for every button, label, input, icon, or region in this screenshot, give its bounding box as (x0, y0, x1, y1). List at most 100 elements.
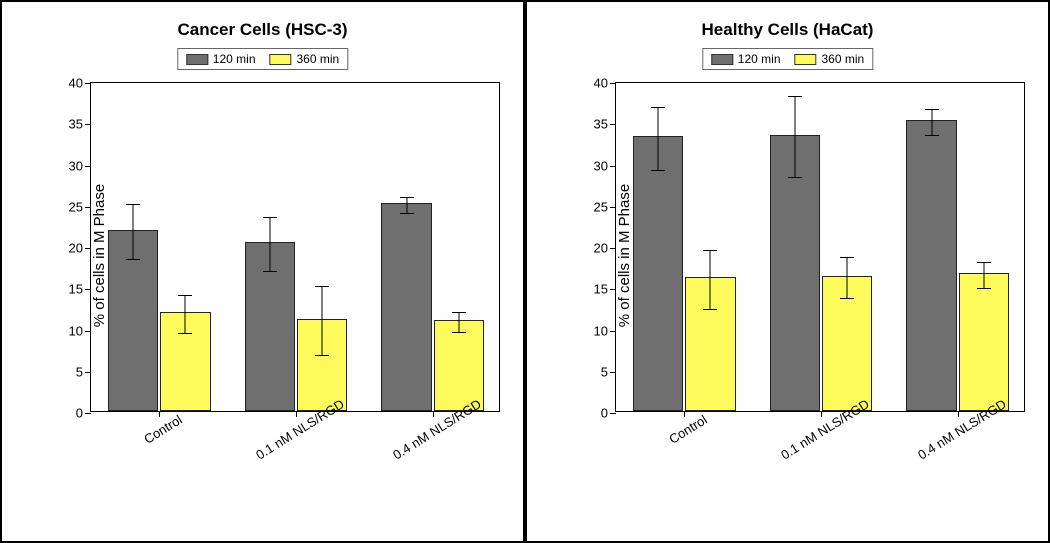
error-cap (315, 286, 329, 287)
plot-area-right: 0510152025303540Control0.1 nM NLS/RGD0.4… (615, 82, 1025, 412)
error-cap (651, 170, 665, 171)
y-tick (85, 166, 91, 167)
error-cap (977, 288, 991, 289)
error-cap (788, 177, 802, 178)
x-tick (821, 411, 822, 417)
y-tick-label: 0 (76, 406, 83, 421)
y-tick (85, 248, 91, 249)
error-cap (977, 262, 991, 263)
error-bar (269, 217, 270, 271)
error-bar (931, 109, 932, 135)
legend-swatch-120 (711, 54, 733, 65)
error-bar (185, 295, 186, 333)
error-cap (315, 355, 329, 356)
error-cap (263, 217, 277, 218)
chart-title-right: Healthy Cells (HaCat) (527, 20, 1048, 40)
y-tick (610, 413, 616, 414)
error-bar (406, 197, 407, 214)
error-cap (452, 332, 466, 333)
y-tick-label: 0 (601, 406, 608, 421)
bar-s120 (906, 120, 956, 411)
error-cap (400, 213, 414, 214)
error-bar (983, 262, 984, 288)
error-cap (840, 257, 854, 258)
error-cap (788, 96, 802, 97)
y-tick (610, 207, 616, 208)
y-tick (610, 289, 616, 290)
error-cap (651, 107, 665, 108)
y-tick-label: 15 (69, 282, 83, 297)
error-bar (794, 96, 795, 177)
y-tick-label: 40 (594, 76, 608, 91)
y-tick (85, 289, 91, 290)
y-tick-label: 10 (69, 323, 83, 338)
legend-left: 120 min 360 min (177, 48, 348, 70)
error-bar (458, 312, 459, 332)
y-tick-label: 30 (69, 158, 83, 173)
legend-swatch-360 (795, 54, 817, 65)
y-tick (85, 372, 91, 373)
y-tick (85, 124, 91, 125)
bar-s360 (959, 273, 1009, 411)
y-tick-label: 10 (594, 323, 608, 338)
y-tick-label: 5 (76, 364, 83, 379)
x-tick (958, 411, 959, 417)
x-tick (296, 411, 297, 417)
error-bar (133, 204, 134, 258)
legend-label-120: 120 min (213, 52, 256, 66)
bar-s120 (633, 136, 683, 411)
x-tick (684, 411, 685, 417)
panel-cancer: Cancer Cells (HSC-3) 120 min 360 min % o… (0, 0, 525, 543)
y-tick-label: 30 (594, 158, 608, 173)
y-tick-label: 35 (69, 117, 83, 132)
legend-label-360: 360 min (822, 52, 865, 66)
legend-item-120: 120 min (711, 52, 781, 66)
error-bar (658, 107, 659, 170)
error-cap (925, 109, 939, 110)
error-bar (322, 286, 323, 355)
legend-swatch-360 (270, 54, 292, 65)
x-tick (433, 411, 434, 417)
y-tick (610, 124, 616, 125)
x-tick-label: Control (667, 412, 711, 447)
error-cap (452, 312, 466, 313)
error-cap (840, 298, 854, 299)
legend-item-120: 120 min (186, 52, 256, 66)
error-cap (703, 250, 717, 251)
y-tick (610, 372, 616, 373)
y-tick (610, 83, 616, 84)
legend-item-360: 360 min (795, 52, 865, 66)
x-tick (159, 411, 160, 417)
y-tick (85, 83, 91, 84)
y-tick-label: 20 (594, 241, 608, 256)
legend-label-120: 120 min (738, 52, 781, 66)
x-tick-label: Control (142, 412, 186, 447)
legend-swatch-120 (186, 54, 208, 65)
error-bar (847, 257, 848, 298)
y-tick (610, 331, 616, 332)
panel-healthy: Healthy Cells (HaCat) 120 min 360 min % … (525, 0, 1050, 543)
error-cap (703, 309, 717, 310)
y-tick-label: 25 (69, 199, 83, 214)
y-tick-label: 25 (594, 199, 608, 214)
error-cap (178, 295, 192, 296)
y-tick (610, 166, 616, 167)
bar-s120 (381, 203, 431, 411)
legend-item-360: 360 min (270, 52, 340, 66)
y-tick-label: 20 (69, 241, 83, 256)
legend-label-360: 360 min (297, 52, 340, 66)
y-tick-label: 40 (69, 76, 83, 91)
plot-area-left: 0510152025303540Control0.1 nM NLS/RGD0.4… (90, 82, 500, 412)
chart-title-left: Cancer Cells (HSC-3) (2, 20, 523, 40)
y-tick (610, 248, 616, 249)
error-cap (178, 333, 192, 334)
error-cap (925, 135, 939, 136)
y-tick (85, 413, 91, 414)
error-cap (400, 197, 414, 198)
error-cap (126, 259, 140, 260)
y-tick-label: 15 (594, 282, 608, 297)
y-tick-label: 5 (601, 364, 608, 379)
error-cap (263, 271, 277, 272)
error-cap (126, 204, 140, 205)
legend-right: 120 min 360 min (702, 48, 873, 70)
